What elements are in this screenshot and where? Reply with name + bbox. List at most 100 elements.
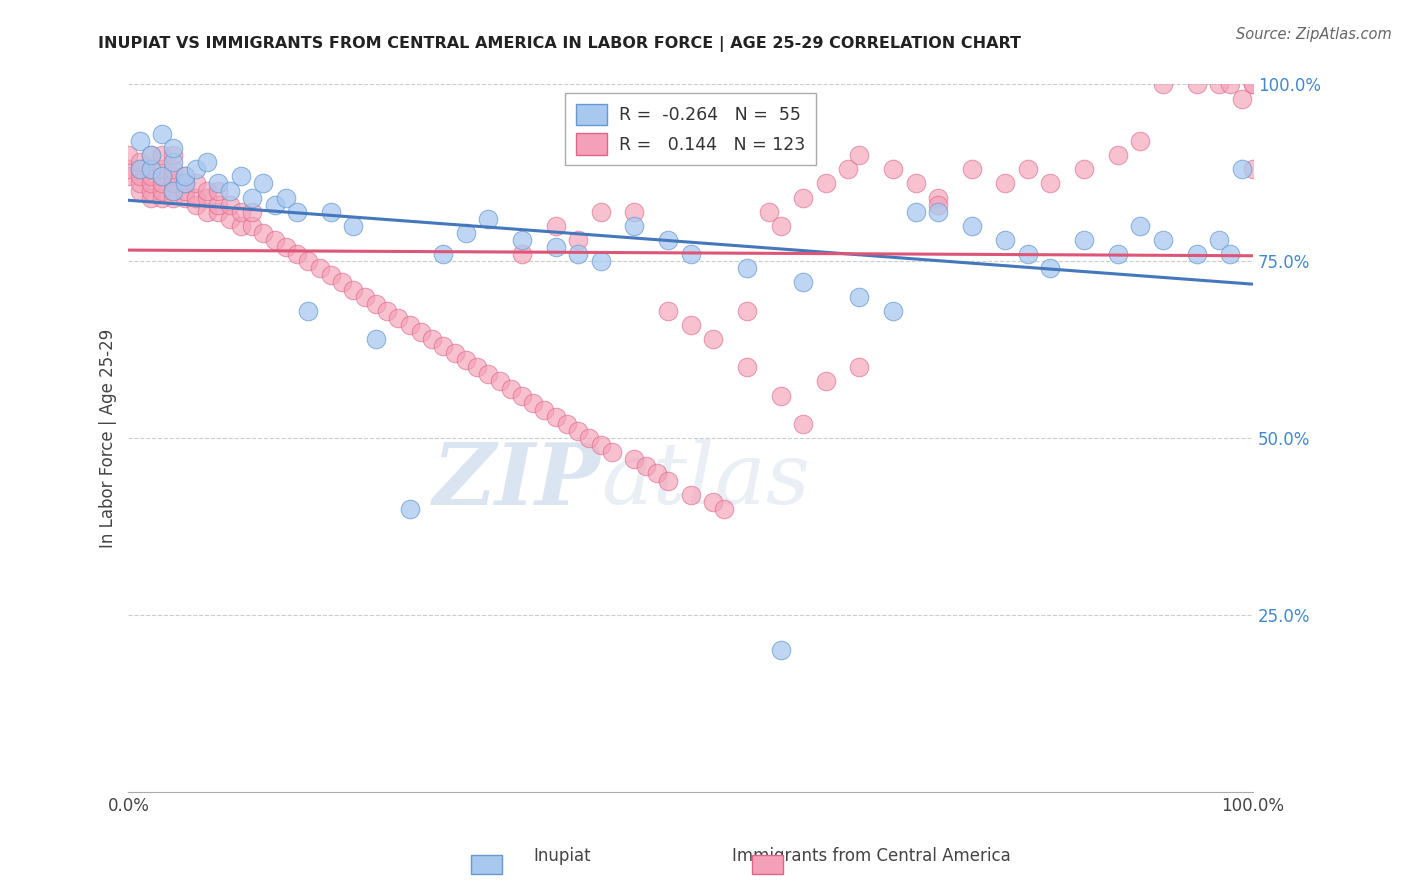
Point	[162, 155, 184, 169]
Point	[769, 219, 792, 233]
Point	[375, 303, 398, 318]
Point	[229, 204, 252, 219]
Point	[240, 219, 263, 233]
Point	[308, 261, 330, 276]
Point	[364, 332, 387, 346]
Point	[150, 148, 173, 162]
Point	[117, 162, 139, 177]
Point	[184, 177, 207, 191]
Point	[173, 177, 195, 191]
Point	[679, 247, 702, 261]
Point	[792, 276, 814, 290]
Point	[128, 162, 150, 177]
Point	[735, 303, 758, 318]
Point	[1152, 78, 1174, 92]
Point	[128, 162, 150, 177]
Point	[882, 303, 904, 318]
Point	[162, 162, 184, 177]
Point	[904, 204, 927, 219]
Point	[567, 247, 589, 261]
Point	[263, 197, 285, 211]
Point	[927, 191, 949, 205]
Point	[1039, 261, 1062, 276]
Point	[150, 177, 173, 191]
Point	[960, 162, 983, 177]
Point	[510, 247, 533, 261]
Legend: R =  -0.264   N =  55, R =   0.144   N = 123: R = -0.264 N = 55, R = 0.144 N = 123	[565, 93, 815, 165]
Point	[173, 191, 195, 205]
Point	[1241, 162, 1264, 177]
Point	[218, 184, 240, 198]
Point	[409, 325, 432, 339]
Point	[252, 226, 274, 240]
Point	[1241, 78, 1264, 92]
Point	[454, 226, 477, 240]
Point	[229, 219, 252, 233]
Point	[128, 155, 150, 169]
Point	[814, 177, 837, 191]
Point	[207, 197, 229, 211]
Point	[994, 177, 1017, 191]
Point	[353, 290, 375, 304]
Point	[150, 162, 173, 177]
Point	[150, 169, 173, 184]
Point	[769, 643, 792, 657]
Point	[837, 162, 859, 177]
Point	[600, 445, 623, 459]
Text: ZIP: ZIP	[433, 439, 600, 522]
Point	[1107, 148, 1129, 162]
Point	[263, 233, 285, 247]
Point	[589, 254, 612, 268]
Point	[1073, 162, 1095, 177]
Point	[285, 247, 308, 261]
Point	[128, 177, 150, 191]
Point	[510, 233, 533, 247]
Point	[1208, 78, 1230, 92]
Point	[139, 177, 162, 191]
Point	[398, 501, 420, 516]
Point	[240, 204, 263, 219]
Point	[139, 162, 162, 177]
Point	[117, 169, 139, 184]
Point	[184, 191, 207, 205]
Point	[274, 191, 297, 205]
Point	[443, 346, 465, 360]
Point	[848, 290, 870, 304]
Point	[623, 219, 645, 233]
Point	[173, 169, 195, 184]
Point	[162, 169, 184, 184]
Point	[848, 148, 870, 162]
Point	[173, 177, 195, 191]
Point	[1129, 219, 1152, 233]
Point	[465, 360, 488, 375]
Point	[904, 177, 927, 191]
Point	[173, 169, 195, 184]
Point	[1185, 247, 1208, 261]
Point	[195, 184, 218, 198]
Point	[285, 204, 308, 219]
Point	[252, 177, 274, 191]
Point	[1230, 162, 1253, 177]
Point	[195, 204, 218, 219]
Point	[229, 169, 252, 184]
Point	[240, 191, 263, 205]
Point	[679, 488, 702, 502]
Point	[432, 339, 454, 353]
Point	[162, 177, 184, 191]
Point	[432, 247, 454, 261]
Point	[1219, 247, 1241, 261]
Point	[173, 184, 195, 198]
Point	[589, 438, 612, 452]
Point	[274, 240, 297, 254]
Point	[195, 155, 218, 169]
Point	[398, 318, 420, 332]
Point	[578, 431, 600, 445]
Point	[218, 211, 240, 226]
Point	[454, 353, 477, 368]
Point	[927, 197, 949, 211]
Point	[207, 177, 229, 191]
Point	[927, 204, 949, 219]
Point	[792, 417, 814, 431]
Point	[128, 169, 150, 184]
Point	[117, 148, 139, 162]
